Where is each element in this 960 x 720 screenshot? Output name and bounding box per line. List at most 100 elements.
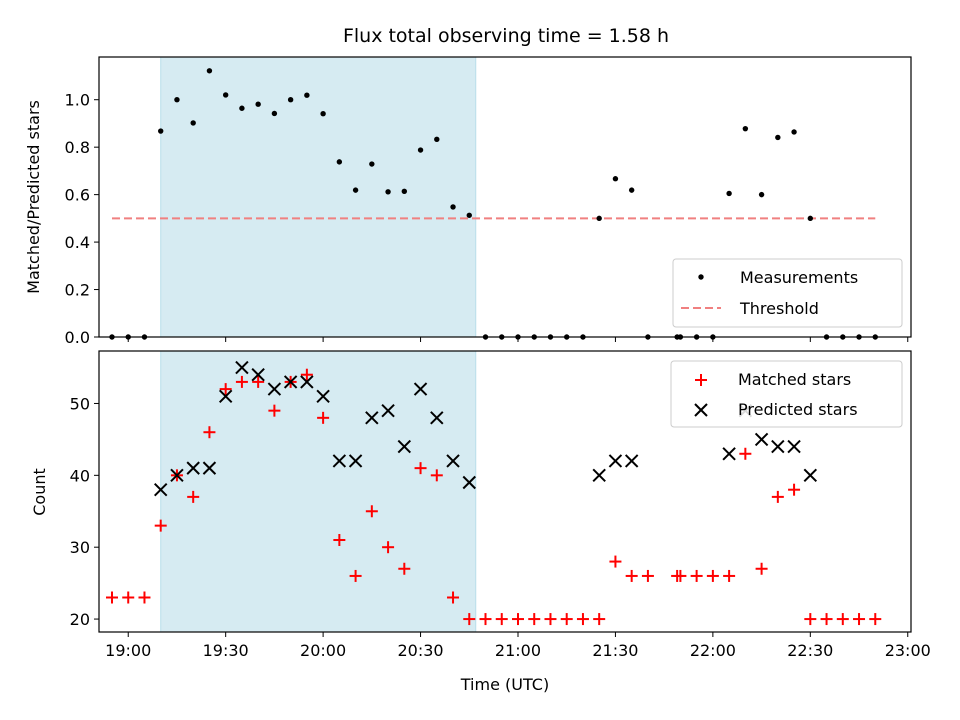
matched-stars-point — [495, 613, 508, 626]
measurements-point — [742, 125, 749, 132]
legend-predicted-marker — [694, 403, 708, 417]
matched-stars-point — [593, 613, 606, 626]
legend-threshold-label: Threshold — [739, 299, 819, 318]
x-tick-label: 21:00 — [495, 641, 541, 660]
predicted-stars-point — [787, 439, 801, 454]
predicted-stars-point — [348, 454, 363, 468]
x-stroke — [170, 468, 184, 483]
matched-stars-point — [511, 613, 524, 626]
predicted-stars-point — [446, 454, 460, 468]
x-stroke — [787, 439, 801, 454]
legend-measurements-label: Measurements — [740, 268, 858, 287]
matched-stars-point — [203, 426, 216, 439]
measurements-point — [758, 191, 765, 198]
matched-stars-point — [317, 411, 330, 424]
x-stroke — [592, 468, 606, 483]
measurements-point — [612, 176, 619, 182]
matched-stars-point — [252, 375, 265, 388]
x-stroke — [754, 432, 769, 447]
y-tick-label: 50 — [70, 394, 90, 413]
x-stroke — [803, 468, 818, 483]
measurements-point — [628, 187, 635, 193]
x-stroke — [332, 454, 347, 468]
predicted-stars-point — [365, 411, 379, 425]
count-y-axis-label: Count — [30, 468, 49, 516]
y-tick-label: 0.2 — [65, 281, 90, 300]
matched-stars-point — [576, 613, 589, 626]
count-panel-frame — [98, 350, 912, 633]
x-stroke — [624, 454, 639, 468]
x-stroke — [235, 360, 249, 375]
x-tick-label: 20:00 — [300, 641, 346, 660]
predicted-stars-point — [413, 382, 428, 396]
matched-stars-point — [625, 569, 638, 582]
matched-stars-point — [836, 613, 849, 626]
matched-stars-point — [414, 462, 427, 475]
ratio-y-axis-label: Matched/Predicted stars — [24, 100, 43, 294]
predicted-stars-point — [300, 375, 314, 389]
matched-stars-point — [479, 613, 492, 626]
y-tick-label: 40 — [70, 466, 90, 485]
count-legend: Matched stars Predicted stars — [670, 360, 903, 428]
matched-stars-point — [447, 591, 460, 604]
x-stroke — [413, 382, 428, 396]
matched-stars-point — [333, 534, 346, 547]
measurements-point — [596, 215, 602, 222]
x-stroke — [397, 439, 412, 454]
measurements-point — [206, 68, 213, 74]
x-stroke — [300, 375, 314, 389]
predicted-stars-point — [202, 461, 217, 475]
x-stroke — [381, 403, 395, 418]
y-tick-label: 0.6 — [65, 186, 90, 205]
matched-stars-point — [219, 383, 232, 396]
predicted-stars-point — [771, 439, 785, 454]
measurements-point — [158, 128, 164, 134]
ratio-panel-frame — [98, 56, 912, 338]
predicted-stars-point — [803, 468, 818, 483]
matched-stars-point — [723, 569, 736, 582]
measurements-point — [466, 212, 472, 218]
ratio-legend: Measurements Threshold — [672, 258, 903, 328]
matched-stars-point — [853, 613, 866, 626]
predicted-stars-point — [430, 411, 444, 425]
measurements-point — [239, 105, 245, 111]
measurements-point — [401, 188, 408, 195]
matched-stars-point — [122, 591, 135, 604]
predicted-stars-point — [608, 454, 623, 468]
matched-stars-point — [820, 613, 833, 626]
x-stroke — [771, 439, 785, 454]
x-stroke — [283, 375, 298, 389]
matched-stars-point — [398, 562, 411, 575]
legend-matched-marker — [695, 374, 707, 386]
predicted-stars-point — [462, 475, 476, 490]
predicted-stars-point — [186, 461, 200, 475]
y-tick-label: 0.0 — [65, 328, 90, 347]
matched-stars-point — [528, 613, 541, 626]
matched-stars-point — [544, 613, 557, 626]
measurements-point — [417, 147, 424, 153]
matched-stars-point — [105, 591, 118, 604]
matched-stars-point — [674, 569, 687, 582]
predicted-stars-point — [624, 454, 639, 468]
x-tick-label: 22:30 — [787, 641, 833, 660]
x-stroke — [251, 368, 265, 382]
predicted-stars-point — [235, 360, 249, 375]
matched-stars-point — [641, 569, 654, 582]
x-stroke — [430, 411, 444, 425]
y-tick-label: 20 — [70, 610, 90, 629]
measurements-point — [450, 204, 456, 210]
matched-stars-point — [609, 555, 622, 568]
count-legend-box — [670, 360, 903, 428]
x-stroke — [462, 475, 476, 490]
predicted-stars-point — [754, 432, 769, 447]
predicted-stars-point — [397, 439, 412, 454]
matched-stars-point — [268, 404, 281, 417]
count-panel: 19:00 19:30 20:00 20:30 21:00 21:30 22:00 22:30… — [30, 350, 931, 660]
matched-stars-point — [771, 490, 784, 503]
measurements-point — [336, 159, 343, 165]
measurements-point — [287, 97, 294, 103]
measurements-point — [726, 190, 732, 197]
legend-predicted-label: Predicted stars — [738, 400, 858, 419]
measurements-point — [385, 189, 391, 195]
